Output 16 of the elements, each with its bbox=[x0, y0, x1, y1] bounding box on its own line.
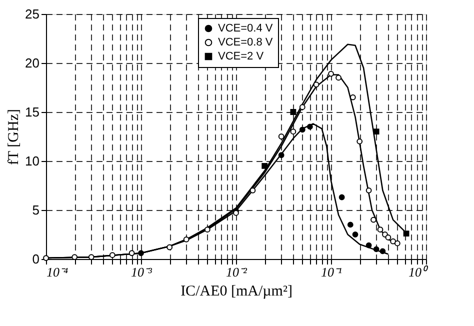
y-tick-label: 25 bbox=[25, 6, 40, 22]
x-tick-label: 10⁻² bbox=[226, 264, 248, 280]
x-tick-label: 10⁻³ bbox=[131, 264, 154, 280]
x-tick-label: 10⁻⁴ bbox=[46, 264, 68, 280]
y-tick-label: 20 bbox=[25, 56, 40, 70]
y-tick-label: 0 bbox=[32, 252, 40, 266]
x-axis-title: IC/AE0 [mA/µm²] bbox=[180, 284, 292, 300]
y-tick-label: 15 bbox=[25, 104, 40, 120]
legend-label: VCE=2 V bbox=[218, 50, 264, 62]
legend-label: VCE=0.8 V bbox=[218, 36, 274, 48]
x-tick-label: 10⁰ bbox=[408, 264, 428, 280]
y-tick-label: 5 bbox=[32, 202, 40, 218]
y-axis-title: fT [GHz] bbox=[6, 109, 22, 165]
legend-label: VCE=0.4 V bbox=[218, 22, 274, 34]
x-tick-label: 10⁻¹ bbox=[321, 264, 342, 280]
y-tick-label: 10 bbox=[25, 154, 40, 168]
